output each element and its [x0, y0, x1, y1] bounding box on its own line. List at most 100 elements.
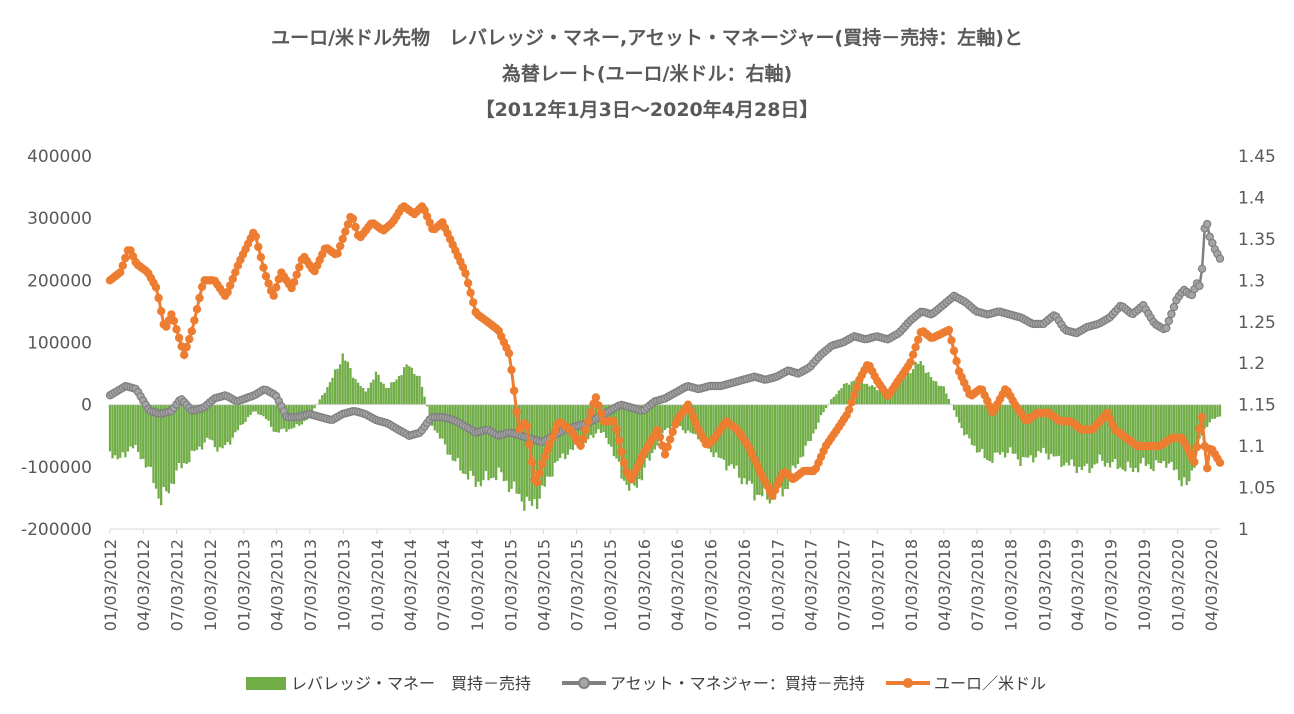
bar-week-343 — [986, 404, 989, 461]
eurusd-point-25 — [169, 316, 179, 325]
bar-week-123 — [423, 396, 426, 405]
bar-week-62 — [267, 404, 270, 421]
bar-week-150 — [492, 404, 495, 478]
eurusd-point-72 — [289, 278, 299, 287]
bar-week-144 — [477, 404, 480, 482]
bar-week-259 — [771, 404, 774, 496]
bar-week-108 — [385, 387, 388, 405]
bar-week-366 — [1044, 404, 1048, 454]
bar-week-145 — [479, 404, 483, 487]
bar-week-256 — [763, 404, 766, 488]
bar-week-201 — [622, 404, 626, 481]
eurusd-point-184 — [576, 441, 585, 450]
bar-week-322 — [932, 380, 935, 405]
bar-week-422 — [1188, 404, 1191, 482]
eurusd-point-5 — [118, 261, 128, 270]
x-tick-21: 04/03/2017 — [801, 539, 820, 631]
legend-label-asset: アセット・マネジャー：買持－売持 — [610, 674, 865, 693]
bar-week-4 — [119, 404, 122, 458]
eurusd-point-316 — [914, 335, 923, 344]
bar-week-268 — [794, 404, 797, 469]
bar-week-391 — [1108, 404, 1112, 468]
x-tick-31: 10/03/2019 — [1135, 539, 1154, 631]
x-tick-20: 01/03/2017 — [769, 539, 788, 631]
x-tick-11: 10/03/2014 — [468, 539, 487, 631]
bar-week-377 — [1073, 404, 1076, 467]
eurusd-point-90 — [336, 241, 345, 251]
eurusd-point-6 — [121, 253, 130, 263]
bar-week-36 — [200, 404, 204, 450]
bar-week-100 — [364, 391, 367, 405]
bar-week-155 — [505, 404, 508, 481]
bar-week-98 — [359, 385, 362, 405]
y-right-tick-5: 1.2 — [1238, 354, 1265, 374]
bar-week-44 — [221, 404, 224, 449]
bar-week-246 — [738, 404, 741, 478]
bar-week-115 — [402, 367, 406, 405]
bar-week-125 — [428, 404, 431, 416]
bar-week-362 — [1034, 404, 1038, 458]
bar-week-295 — [863, 383, 866, 405]
eurusd-point-291 — [850, 390, 859, 399]
bar-week-51 — [239, 404, 242, 426]
bar-week-373 — [1062, 404, 1066, 466]
bar-week-46 — [226, 404, 229, 443]
bar-week-82 — [318, 399, 321, 405]
x-tick-3: 10/03/2012 — [201, 539, 220, 631]
bar-week-102 — [369, 382, 373, 405]
bar-week-147 — [484, 404, 488, 472]
bar-week-327 — [945, 393, 948, 405]
bar-week-92 — [344, 360, 347, 405]
bar-week-357 — [1021, 404, 1025, 458]
bar-week-331 — [955, 404, 958, 417]
eurusd-point-26 — [172, 325, 181, 334]
eurusd-point-95 — [348, 214, 358, 223]
asset-manager-point-413 — [1162, 323, 1171, 333]
bar-week-306 — [891, 388, 894, 405]
x-tick-10: 07/03/2014 — [434, 539, 453, 631]
bar-week-301 — [878, 390, 881, 405]
bar-week-79 — [310, 404, 314, 412]
bar-week-379 — [1078, 404, 1081, 467]
bar-week-412 — [1162, 404, 1165, 461]
bar-week-84 — [323, 392, 326, 405]
bar-week-285 — [837, 390, 841, 405]
eurusd-point-190 — [591, 393, 601, 402]
bar-week-407 — [1149, 404, 1153, 470]
y-left-tick-0: 400000 — [27, 147, 92, 167]
bar-week-283 — [832, 396, 835, 405]
bar-week-316 — [917, 363, 920, 405]
bar-week-308 — [896, 385, 899, 405]
bar-week-32 — [190, 404, 193, 451]
bar-week-370 — [1055, 404, 1058, 457]
bar-week-93 — [346, 361, 350, 405]
bar-week-384 — [1090, 404, 1094, 469]
eurusd-point-27 — [174, 333, 184, 343]
bar-week-270 — [799, 404, 802, 458]
bar-week-167 — [535, 404, 539, 510]
x-tick-22: 07/03/2017 — [835, 539, 854, 631]
bar-week-232 — [702, 404, 705, 439]
bar-week-114 — [400, 375, 403, 405]
bar-week-211 — [648, 404, 651, 461]
bar-week-414 — [1167, 404, 1170, 464]
bar-week-88 — [333, 369, 337, 405]
x-tick-33: 04/03/2020 — [1202, 539, 1221, 631]
bar-week-261 — [776, 404, 779, 488]
bar-week-390 — [1106, 404, 1109, 464]
bar-week-216 — [661, 404, 664, 434]
bar-week-109 — [387, 387, 390, 405]
bar-week-16 — [149, 404, 153, 467]
bar-week-298 — [871, 385, 874, 405]
bar-week-293 — [858, 378, 861, 405]
bar-week-66 — [277, 404, 280, 433]
eurusd-point-164 — [525, 440, 534, 449]
bar-week-59 — [259, 404, 263, 416]
bar-week-354 — [1014, 404, 1017, 454]
x-tick-2: 07/03/2012 — [168, 539, 187, 631]
bar-week-218 — [666, 404, 669, 429]
bar-week-257 — [766, 404, 769, 500]
bar-week-282 — [830, 399, 833, 405]
bar-week-56 — [252, 404, 255, 412]
x-tick-27: 10/03/2018 — [1002, 539, 1021, 631]
